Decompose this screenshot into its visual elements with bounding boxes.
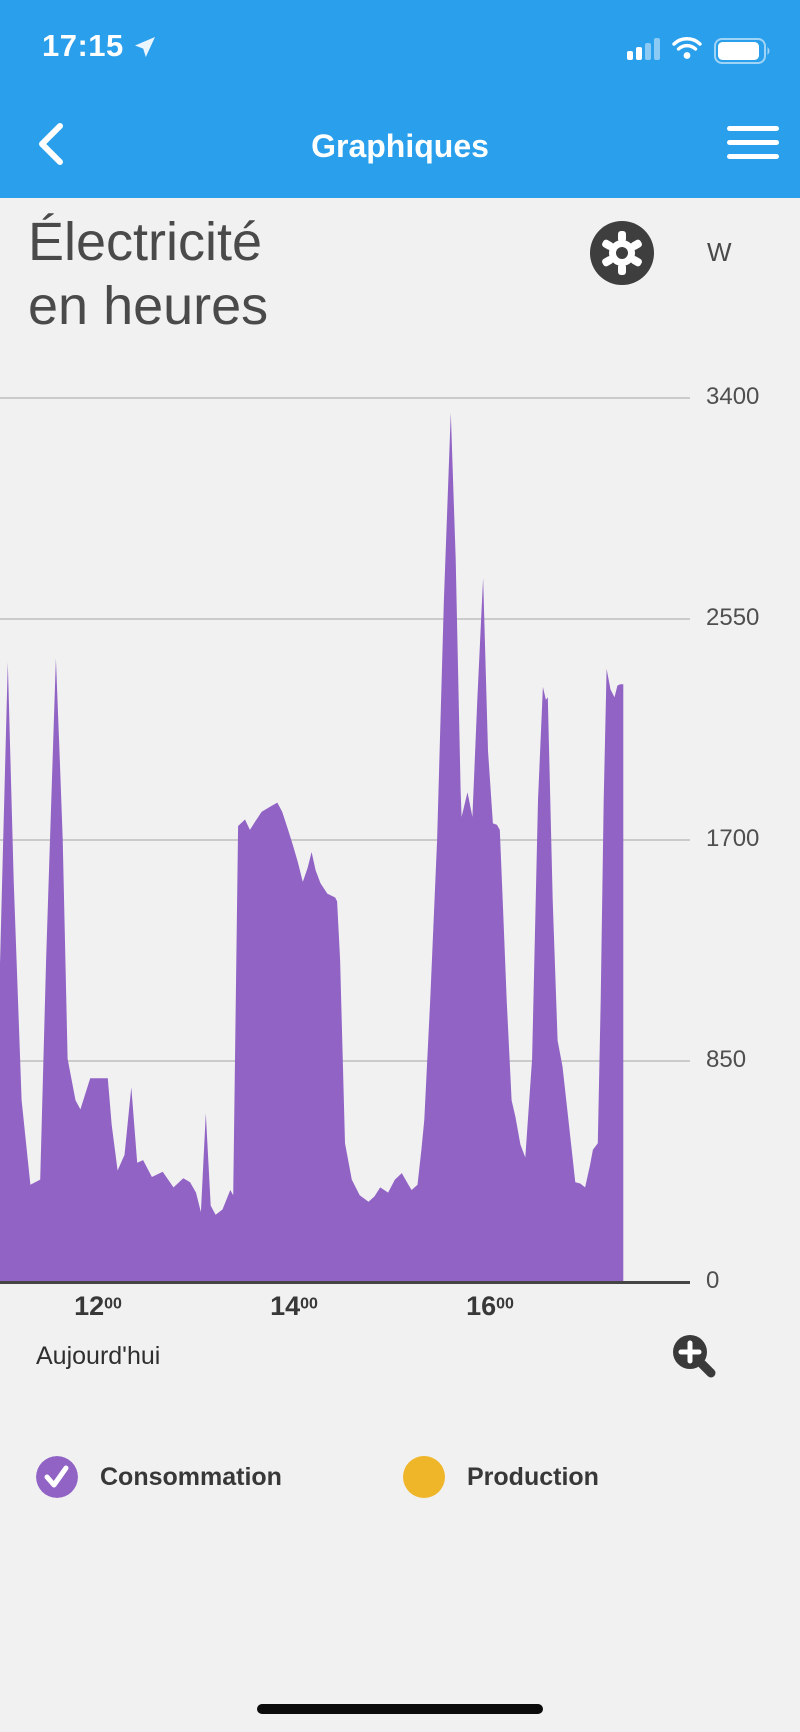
legend-label: Production	[467, 1462, 599, 1491]
page-nav-title: Graphiques	[311, 128, 489, 164]
zoom-in-button[interactable]	[672, 1334, 716, 1378]
chart-plot-area[interactable]	[0, 350, 690, 1285]
consumption-area	[0, 412, 624, 1282]
cellular-signal-icon	[627, 38, 663, 60]
chart-title-line1: Électricité	[28, 212, 263, 272]
app-header: 17:15 Graphiques	[0, 0, 800, 198]
checked-circle-icon	[36, 1456, 78, 1498]
gridline	[0, 1060, 690, 1062]
legend-label: Consommation	[100, 1462, 282, 1491]
legend-item-production[interactable]: Production	[403, 1455, 599, 1499]
magnifier-plus-icon	[673, 1335, 716, 1378]
battery-icon	[714, 38, 770, 64]
x-ticks: 1200 1400 1600	[0, 1291, 690, 1331]
y-axis-unit-label: W	[707, 237, 732, 267]
hamburger-icon	[727, 126, 779, 159]
gridline	[0, 397, 690, 399]
y-tick-label: 1700	[706, 825, 760, 852]
x-tick-label: 1200	[74, 1291, 122, 1321]
period-label: Aujourd'hui	[36, 1342, 161, 1370]
back-button[interactable]	[36, 122, 66, 166]
wifi-icon	[672, 37, 702, 59]
navigation-arrow-icon	[135, 37, 155, 57]
y-tick-label: 3400	[706, 383, 760, 410]
chart-area: 3400 2550 1700 850 0 1200 1400 1600	[0, 350, 800, 1380]
chart-title-line2: en heures	[28, 276, 269, 336]
menu-button[interactable]	[727, 126, 779, 166]
y-tick-label: 2550	[706, 604, 760, 631]
settings-button[interactable]	[590, 221, 654, 285]
y-tick-label: 850	[706, 1046, 747, 1073]
x-tick-label: 1400	[270, 1291, 318, 1321]
x-tick-label: 1600	[466, 1291, 514, 1321]
legend-item-consommation[interactable]: Consommation	[36, 1455, 282, 1499]
unchecked-circle-icon	[403, 1456, 445, 1498]
gridline	[0, 618, 690, 620]
status-clock: 17:15	[42, 28, 124, 63]
home-indicator[interactable]	[257, 1704, 543, 1714]
x-axis-line	[0, 1281, 690, 1284]
legend: Consommation Production	[36, 1455, 766, 1499]
y-tick-label: 0	[706, 1267, 720, 1294]
gridline	[0, 839, 690, 841]
chart-title: Électricité en heures	[28, 210, 268, 338]
